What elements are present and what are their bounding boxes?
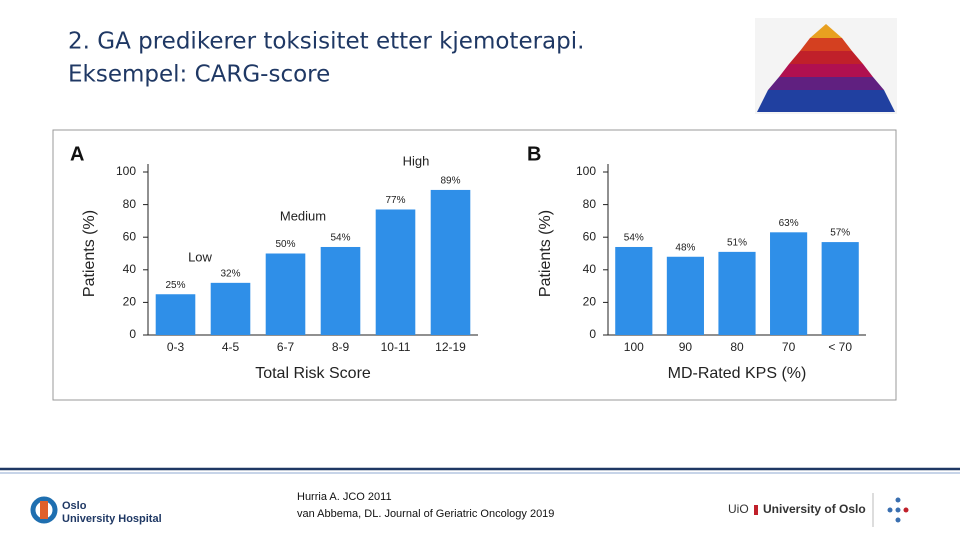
bar [210,282,251,335]
logo-text: UiO [728,502,749,516]
logo-mark [903,507,909,513]
pyramid-level [800,38,852,51]
bar [770,232,808,335]
y-tick-label: 20 [123,295,137,309]
bar [375,209,416,335]
y-tick-label: 100 [576,164,596,178]
logo-right: UiO University of Oslo [728,493,909,527]
bar [718,251,756,335]
title: Eksempel: CARG-score [68,62,330,88]
x-axis-label: MD-Rated KPS (%) [668,365,807,382]
pyramid-level [757,90,895,112]
bar [155,294,196,335]
x-tick-label: 70 [782,340,796,354]
y-tick-label: 60 [123,229,137,243]
x-tick-label: 8-9 [332,340,350,354]
x-tick-label: 12-19 [435,340,466,354]
x-tick-label: 90 [679,340,693,354]
logo-mark [754,505,758,515]
value-label: 89% [440,176,460,187]
logo-mark [895,497,901,503]
annotation: High [403,153,430,168]
logo-mark [887,507,893,513]
logo-text: Oslo [62,500,87,512]
bar [666,256,704,335]
logo-mark [895,517,901,523]
pyramid-level [810,24,842,38]
logo-text: University Hospital [62,513,162,525]
value-label: 48% [675,242,695,253]
x-axis-label: Total Risk Score [255,365,371,382]
pyramid-level [779,64,873,77]
y-tick-label: 40 [123,262,137,276]
y-axis-label: Patients (%) [81,210,98,297]
value-label: 57% [830,228,850,239]
annotation: Low [188,249,212,264]
bar [615,246,653,335]
bar [821,242,859,335]
citation: van Abbema, DL. Journal of Geriatric Onc… [297,508,554,520]
pyramid-level [768,77,884,90]
figure-frame [52,129,897,401]
y-tick-label: 20 [583,295,597,309]
value-label: 77% [385,195,405,206]
y-tick-label: 60 [583,229,597,243]
annotation: Medium [280,208,326,223]
x-tick-label: 100 [624,340,644,354]
value-label: 50% [275,239,295,250]
value-label: 54% [330,233,350,244]
y-tick-label: 40 [583,262,597,276]
pyramid-level [789,51,863,64]
panel-label: B [527,143,541,165]
x-tick-label: 80 [730,340,744,354]
bar [265,253,306,335]
bar [430,189,471,335]
y-tick-label: 80 [123,197,137,211]
logo-text: University of Oslo [763,502,866,516]
y-tick-label: 0 [589,327,596,341]
citation: Hurria A. JCO 2011 [297,491,392,503]
x-tick-label: 0-3 [167,340,185,354]
value-label: 25% [165,280,185,291]
x-tick-label: 10-11 [381,340,411,354]
value-label: 63% [779,218,799,229]
y-tick-label: 80 [583,197,597,211]
pyramid-image [755,18,897,114]
logo-left: Oslo University Hospital [30,496,162,525]
value-label: 32% [220,268,240,279]
x-tick-label: 6-7 [277,340,295,354]
logo-mark [895,507,901,513]
logo-mark [40,501,48,519]
y-axis-label: Patients (%) [537,210,554,297]
value-label: 54% [624,233,644,244]
panel-label: A [70,143,84,165]
logo-mark [30,496,58,524]
x-tick-label: 4-5 [222,340,240,354]
bar [320,246,361,335]
title: 2. GA predikerer toksisitet etter kjemot… [68,29,584,55]
y-tick-label: 100 [116,164,136,178]
x-tick-label: < 70 [828,340,852,354]
value-label: 51% [727,238,747,249]
y-tick-label: 0 [129,327,136,341]
